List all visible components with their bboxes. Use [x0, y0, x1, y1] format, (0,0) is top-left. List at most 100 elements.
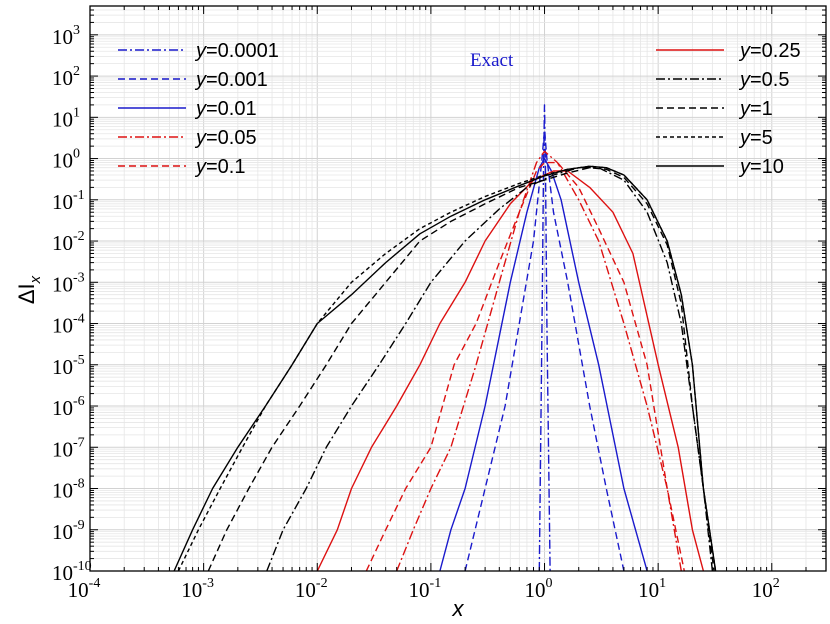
series-line-s3	[396, 150, 682, 571]
y-tick-exponent: 3	[73, 23, 80, 38]
x-tick-label: 101	[638, 576, 666, 602]
y-tick-label: 10-7	[52, 435, 85, 461]
y-tick-label: 10-9	[52, 518, 85, 544]
series-line-s7	[207, 166, 715, 571]
y-tick-label: 10-8	[52, 477, 85, 503]
x-tick-exponent: -3	[202, 576, 214, 591]
x-tick-base: 10	[638, 578, 659, 602]
legend-label-var: y	[194, 127, 207, 149]
y-tick-exponent: -7	[73, 435, 85, 450]
legend-label-var: y	[194, 156, 207, 178]
y-tick-exponent: 2	[73, 64, 80, 79]
series-line-s4	[365, 161, 685, 571]
legend-label-value: =5	[750, 127, 773, 149]
legend-right: y=0.25y=0.5y=1y=5y=10	[656, 40, 801, 178]
y-tick-label: 10-5	[52, 353, 85, 379]
legend-label-var: y	[738, 69, 751, 91]
legend-label-s8: y=5	[738, 127, 773, 149]
y-tick-label: 101	[52, 105, 80, 131]
legend-label-s7: y=1	[738, 98, 773, 120]
y-tick-exponent: -2	[73, 229, 85, 244]
y-tick-label: 102	[52, 64, 80, 90]
x-tick-exponent: 2	[773, 576, 780, 591]
series-line-s6	[266, 166, 714, 571]
y-tick-exponent: -1	[73, 188, 85, 203]
x-tick-base: 10	[409, 578, 430, 602]
y-tick-exponent: 0	[73, 147, 80, 162]
legend-label-value: =1	[750, 98, 773, 120]
y-tick-exponent: 1	[73, 105, 80, 120]
y-tick-base: 10	[52, 272, 73, 296]
x-axis-title: x	[452, 596, 465, 621]
y-tick-label: 10-1	[52, 188, 85, 214]
y-tick-labels: 10-1010-910-810-710-610-510-410-310-210-…	[52, 23, 92, 585]
legend-label-var: y	[194, 98, 207, 120]
legend-label-s2: y=0.01	[194, 98, 257, 120]
y-tick-label: 10-4	[52, 312, 85, 338]
legend-label-value: =0.25	[750, 40, 801, 62]
legend-label-value: =0.0001	[206, 40, 279, 62]
legend-label-var: y	[738, 156, 751, 178]
legend-label-var: y	[194, 69, 207, 91]
x-tick-exponent: 1	[659, 576, 666, 591]
y-tick-label: 10-6	[52, 394, 85, 420]
series-line-s2	[439, 157, 648, 571]
x-tick-labels: 10-4 10-3 10-2 10-1 100 101 102	[68, 576, 780, 602]
x-tick-label: 100	[525, 576, 553, 602]
legend-label-value: =0.5	[750, 69, 789, 91]
y-tick-base: 10	[52, 190, 73, 214]
y-tick-base: 10	[52, 437, 73, 461]
x-tick-label: 10-3	[181, 576, 214, 602]
legend-label-value: =0.001	[206, 69, 268, 91]
y-tick-base: 10	[52, 355, 73, 379]
y-axis-title-sub: x	[27, 275, 44, 284]
legend-label-var: y	[194, 40, 207, 62]
x-tick-exponent: -4	[89, 576, 101, 591]
y-tick-label: 10-2	[52, 229, 85, 255]
legend-label-value: =0.01	[206, 98, 257, 120]
y-tick-label: 10-3	[52, 270, 85, 296]
y-tick-base: 10	[52, 149, 73, 173]
y-tick-base: 10	[52, 314, 73, 338]
series-line-s1	[464, 128, 625, 571]
y-axis-title: ΔIx	[14, 275, 44, 304]
legend-label-var: y	[738, 40, 751, 62]
y-tick-exponent: -5	[73, 353, 85, 368]
legend-label-s3: y=0.05	[194, 127, 257, 149]
y-tick-base: 10	[52, 107, 73, 131]
x-tick-exponent: 0	[546, 576, 553, 591]
legend-label-var: y	[738, 98, 751, 120]
x-tick-label: 10-2	[295, 576, 328, 602]
y-tick-label: 100	[52, 147, 80, 173]
legend-label-value: =0.1	[206, 156, 245, 178]
series-curves	[173, 104, 717, 571]
x-tick-label: 10-4	[68, 576, 101, 602]
y-tick-exponent: -4	[73, 312, 85, 327]
legend-label-s4: y=0.1	[194, 156, 245, 178]
y-tick-label: 103	[52, 23, 80, 49]
legend-label-s6: y=0.5	[738, 69, 789, 91]
x-tick-base: 10	[68, 578, 89, 602]
y-tick-exponent: -3	[73, 270, 85, 285]
legend-label-var: y	[738, 127, 751, 149]
series-line-s9	[173, 165, 717, 571]
legend-label-value: =0.05	[206, 127, 257, 149]
y-tick-base: 10	[52, 25, 73, 49]
x-tick-exponent: -2	[316, 576, 328, 591]
y-tick-label: 10-10	[52, 559, 92, 585]
legend-label-s1: y=0.001	[194, 69, 268, 91]
series-line-s0	[538, 104, 551, 571]
ticks	[89, 5, 827, 572]
x-tick-base: 10	[525, 578, 546, 602]
annotation-exact: Exact	[470, 50, 514, 71]
y-tick-base: 10	[52, 231, 73, 255]
y-tick-exponent: -8	[73, 477, 85, 492]
grid	[89, 5, 827, 572]
x-tick-base: 10	[752, 578, 773, 602]
legend-label-value: =10	[750, 156, 784, 178]
x-tick-exponent: -1	[430, 576, 442, 591]
y-tick-base: 10	[52, 66, 73, 90]
y-tick-base: 10	[52, 396, 73, 420]
